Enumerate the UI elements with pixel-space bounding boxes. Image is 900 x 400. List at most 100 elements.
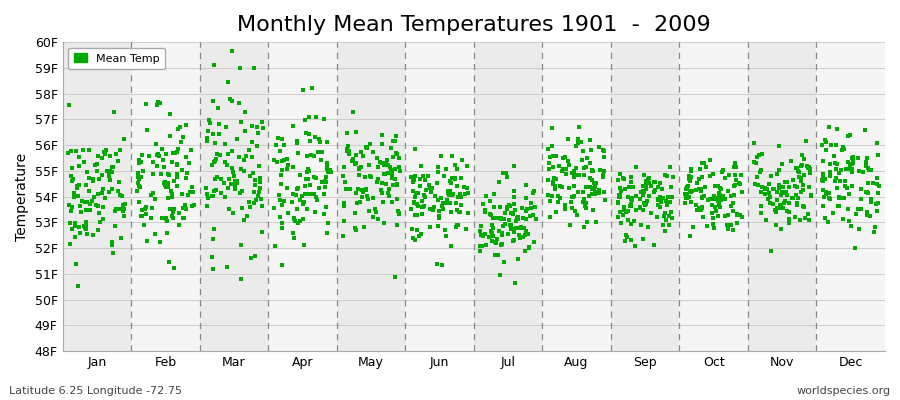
Point — [321, 220, 336, 226]
Point — [281, 210, 295, 216]
Point — [683, 188, 698, 194]
Point — [356, 187, 370, 193]
Point — [790, 195, 805, 201]
Point — [551, 198, 565, 205]
Point — [711, 182, 725, 189]
Point — [754, 151, 769, 157]
Point — [301, 176, 315, 182]
Point — [200, 134, 214, 141]
Bar — [62, 42, 131, 351]
Point — [214, 176, 229, 182]
Point — [666, 173, 680, 180]
Point — [424, 189, 438, 196]
Point — [150, 102, 165, 109]
Point — [72, 224, 86, 230]
Point — [300, 190, 314, 197]
Point — [473, 232, 488, 238]
Point — [641, 176, 655, 182]
Point — [866, 180, 880, 186]
Point — [204, 161, 219, 168]
Point — [220, 264, 234, 270]
Point — [543, 214, 557, 220]
Point — [83, 200, 97, 207]
Point — [317, 211, 331, 217]
Point — [76, 223, 91, 230]
Point — [206, 225, 220, 232]
Point — [503, 226, 517, 232]
Point — [80, 169, 94, 175]
Point — [448, 176, 463, 182]
Point — [495, 232, 509, 238]
Point — [690, 180, 705, 187]
Point — [766, 186, 780, 192]
Point — [819, 147, 833, 154]
Point — [237, 168, 251, 174]
Point — [388, 176, 402, 182]
Point — [160, 195, 175, 202]
Point — [508, 163, 522, 169]
Point — [65, 165, 79, 172]
Point — [302, 181, 317, 188]
Point — [618, 186, 633, 192]
Point — [230, 180, 245, 186]
Point — [138, 206, 152, 212]
Point — [802, 164, 816, 170]
Point — [72, 154, 86, 160]
Point — [108, 222, 122, 229]
Point — [103, 153, 117, 159]
Point — [77, 158, 92, 165]
Point — [391, 208, 405, 214]
Point — [274, 197, 288, 203]
Point — [233, 65, 248, 71]
Point — [159, 150, 174, 157]
Point — [184, 189, 198, 195]
Point — [431, 197, 446, 203]
Point — [105, 164, 120, 170]
Point — [272, 192, 286, 198]
Point — [718, 175, 733, 182]
Point — [247, 170, 261, 177]
Point — [762, 200, 777, 206]
Point — [747, 181, 761, 188]
Point — [91, 191, 105, 197]
Point — [518, 208, 533, 214]
Point — [201, 194, 215, 201]
Point — [374, 160, 389, 166]
Point — [70, 185, 85, 191]
Point — [828, 178, 842, 185]
Point — [180, 169, 194, 176]
Point — [688, 186, 703, 193]
Point — [763, 194, 778, 200]
Point — [89, 168, 104, 174]
Point — [555, 155, 570, 161]
Point — [520, 231, 535, 237]
Point — [94, 190, 109, 196]
Point — [161, 184, 176, 190]
Point — [323, 167, 338, 174]
Point — [774, 189, 788, 196]
Point — [495, 232, 509, 238]
Point — [644, 210, 659, 216]
Point — [222, 175, 237, 182]
Point — [498, 221, 512, 227]
Point — [109, 151, 123, 157]
Point — [234, 276, 248, 282]
Point — [509, 218, 524, 224]
Point — [349, 200, 364, 206]
Point — [348, 161, 363, 168]
Point — [148, 141, 163, 147]
Point — [218, 194, 232, 200]
Point — [580, 154, 595, 161]
Point — [634, 204, 648, 211]
Point — [679, 195, 693, 201]
Point — [275, 158, 290, 164]
Point — [223, 96, 238, 102]
Point — [796, 156, 811, 162]
Point — [226, 210, 240, 216]
Point — [852, 226, 867, 232]
Point — [583, 160, 598, 166]
Point — [837, 195, 851, 202]
Point — [114, 234, 129, 241]
Point — [870, 175, 885, 182]
Point — [648, 179, 662, 186]
